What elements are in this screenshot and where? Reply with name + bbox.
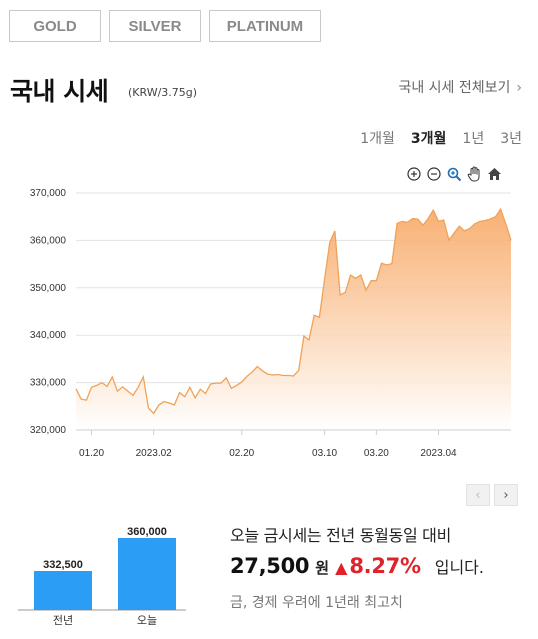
x-tick-label: 03.10 <box>312 448 337 459</box>
prev-button[interactable]: ‹ <box>466 484 490 506</box>
pan-hand-icon[interactable] <box>466 166 482 182</box>
x-tick-label: 01.20 <box>79 448 104 459</box>
tab-silver[interactable]: SILVER <box>109 10 201 42</box>
price-line <box>75 207 512 415</box>
price-summary: 오늘 금시세는 전년 동월동일 대비 27,500 원 ▲ 8.27% 입니다.… <box>230 522 484 612</box>
chart-toolbar <box>406 166 502 182</box>
price-area <box>76 209 511 430</box>
diff-amount: 27,500 <box>230 554 310 578</box>
summary-suffix: 입니다. <box>434 558 484 577</box>
comparison-bar-chart: 332,500 전년 360,000 오늘 <box>18 526 186 627</box>
period-selector: 1개월 3개월 1년 3년 <box>360 128 522 148</box>
price-chart: 320,000 330,000 340,000 350,000 360,000 370,0… <box>30 188 512 459</box>
y-tick-label: 370,000 <box>30 188 67 199</box>
view-all-link[interactable]: 국내 시세 전체보기 › <box>398 77 522 97</box>
bar-value-label: 360,000 <box>127 526 167 538</box>
zoom-in-icon[interactable] <box>406 166 422 182</box>
bar-category-label: 전년 <box>53 614 73 627</box>
x-tick-label: 2023.02 <box>136 448 173 459</box>
metal-tabs: GOLD SILVER PLATINUM <box>9 10 321 42</box>
page-title: 국내 시세 <box>10 77 109 106</box>
period-3month[interactable]: 3개월 <box>410 131 447 147</box>
x-tick-label: 03.20 <box>364 448 389 459</box>
zoom-out-icon[interactable] <box>426 166 442 182</box>
news-headline[interactable]: 금, 경제 우려에 1년래 최고치 <box>230 595 403 611</box>
bar-today <box>118 538 176 610</box>
up-arrow-icon: ▲ <box>335 558 348 577</box>
period-1month[interactable]: 1개월 <box>360 131 395 147</box>
magnify-icon[interactable] <box>446 166 462 182</box>
home-icon[interactable] <box>486 166 502 182</box>
y-tick-label: 350,000 <box>30 283 67 294</box>
chevron-right-icon: › <box>516 80 522 96</box>
chart-nav: ‹ › <box>466 484 518 506</box>
currency-label: 원 <box>315 559 330 577</box>
next-button[interactable]: › <box>494 484 518 506</box>
period-3year[interactable]: 3년 <box>500 131 522 147</box>
summary-text: 오늘 금시세는 전년 동월동일 대비 <box>230 526 452 545</box>
y-tick-label: 320,000 <box>30 425 67 436</box>
diff-percent: 8.27% <box>349 554 421 578</box>
period-1year[interactable]: 1년 <box>462 131 485 147</box>
summary-values: 27,500 원 ▲ 8.27% 입니다. <box>230 554 484 578</box>
price-unit: (KRW/3.75g) <box>128 86 198 99</box>
bar-category-label: 오늘 <box>137 614 157 627</box>
y-tick-label: 330,000 <box>30 378 67 389</box>
tab-gold[interactable]: GOLD <box>9 10 101 42</box>
x-tick-label: 2023.04 <box>420 448 457 459</box>
bar-last-year <box>34 571 92 610</box>
view-all-label: 국내 시세 전체보기 <box>398 80 511 96</box>
tab-platinum[interactable]: PLATINUM <box>209 10 321 42</box>
bar-value-label: 332,500 <box>43 559 83 571</box>
y-tick-label: 360,000 <box>30 235 67 246</box>
y-tick-label: 340,000 <box>30 330 67 341</box>
x-tick-label: 02.20 <box>229 448 254 459</box>
